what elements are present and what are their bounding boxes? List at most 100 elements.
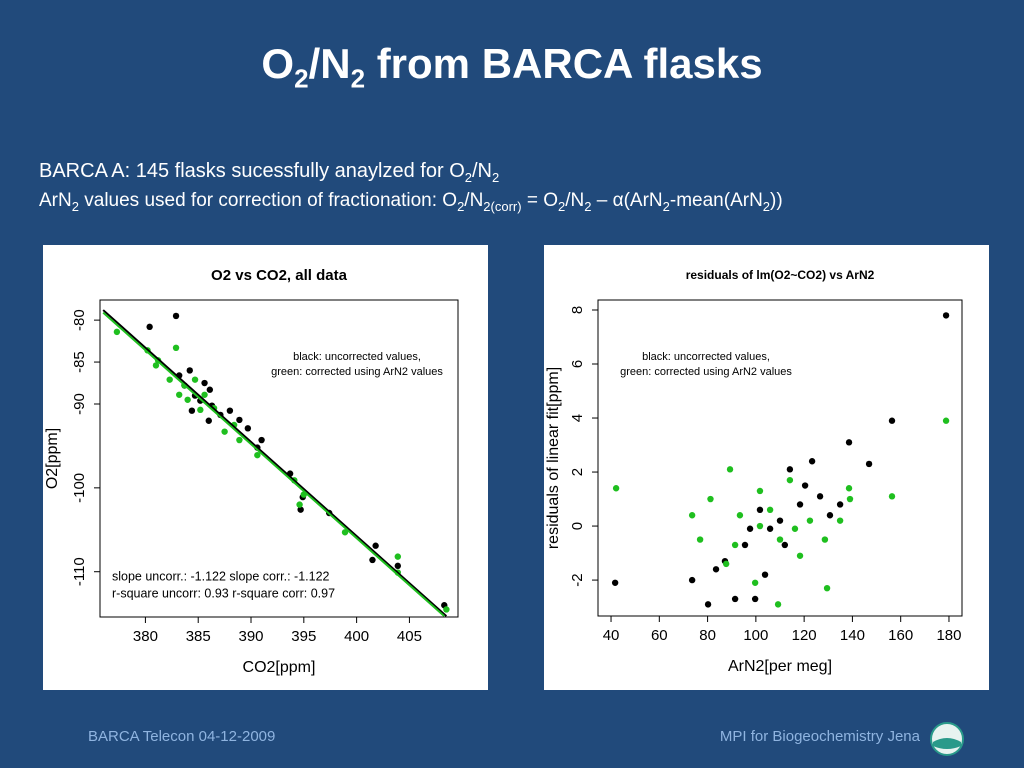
x-axis-label: CO2[ppm] <box>243 659 316 676</box>
x-tick-label: 160 <box>888 627 913 644</box>
point <box>836 501 844 508</box>
point <box>808 458 816 465</box>
point <box>776 536 784 543</box>
text-part: /N <box>472 160 492 182</box>
y-axis-label: residuals of linear fit[ppm] <box>545 367 562 549</box>
point <box>821 536 829 543</box>
text-part: = O <box>521 190 559 211</box>
point <box>888 417 896 424</box>
text-part: (ArN <box>623 190 663 211</box>
plot-box <box>597 299 963 617</box>
point <box>188 407 196 414</box>
point <box>865 460 873 468</box>
point <box>186 367 193 374</box>
y-tick-label: -85 <box>71 351 88 373</box>
point <box>806 517 814 524</box>
chart: residuals of lm(O2~CO2) vs ArN2 ArN2[per … <box>545 268 963 675</box>
point <box>731 595 739 603</box>
title-part: 2 <box>294 63 309 94</box>
annotation: black: uncorrected values, <box>642 351 770 363</box>
point <box>845 485 853 492</box>
point <box>756 487 764 495</box>
text-part: )) <box>770 190 783 211</box>
chart-title: O2 vs CO2, all data <box>211 267 348 284</box>
point <box>712 566 720 573</box>
title-part: from BARCA flasks <box>365 40 763 87</box>
point <box>786 476 794 484</box>
chart: O2 vs CO2, all data CO2[ppm] O2[ppm] 380 385… <box>44 267 459 676</box>
y-axis-label: O2[ppm] <box>44 428 61 489</box>
y-tick-label: -2 <box>569 573 586 586</box>
point <box>796 501 804 508</box>
point <box>244 425 252 432</box>
point <box>221 428 228 435</box>
text-part: 2 <box>492 170 500 185</box>
point <box>226 407 234 414</box>
fit-line <box>102 311 445 617</box>
text-part: -mean(ArN <box>669 190 763 211</box>
point <box>823 584 831 592</box>
point <box>688 576 696 584</box>
point <box>736 512 744 519</box>
point <box>394 553 402 560</box>
text-part: 2 <box>464 170 472 185</box>
y-tick-label: -80 <box>71 309 88 331</box>
point <box>297 506 304 513</box>
point <box>152 362 160 369</box>
y-tick-label: -110 <box>71 557 88 586</box>
x-tick-label: 405 <box>397 628 422 645</box>
point <box>443 606 450 613</box>
title-part: O <box>261 40 295 87</box>
point <box>722 560 730 568</box>
point <box>206 386 214 393</box>
point <box>191 376 199 383</box>
text-part: – <box>591 190 613 211</box>
point <box>707 495 714 503</box>
point <box>796 552 804 559</box>
x-tick-label: 385 <box>186 628 211 645</box>
footer-left: BARCA Telecon 04-12-2009 <box>88 728 276 745</box>
point <box>197 406 204 414</box>
x-tick-label: 120 <box>792 627 817 644</box>
point <box>726 466 734 473</box>
chart-panel: O2 vs CO2, all data CO2[ppm] O2[ppm] 380 385… <box>43 245 488 690</box>
point <box>612 485 620 492</box>
point <box>236 416 243 424</box>
point <box>296 501 303 508</box>
point <box>746 525 754 532</box>
text-part: α <box>612 190 624 211</box>
point <box>201 379 208 387</box>
point <box>341 529 349 536</box>
point <box>756 506 764 514</box>
point <box>774 601 782 608</box>
point <box>688 512 696 519</box>
point <box>731 541 739 549</box>
point <box>888 493 896 500</box>
title-part: 2 <box>350 63 366 94</box>
point <box>786 466 794 473</box>
text-part: 2 <box>457 198 465 214</box>
annotation: r-square uncorr: 0.93 r-square corr: 0.9… <box>112 586 335 600</box>
point <box>184 396 191 403</box>
point <box>766 525 774 532</box>
point <box>696 536 704 543</box>
point <box>254 451 261 459</box>
x-tick-label: 100 <box>743 627 768 644</box>
point <box>611 579 619 586</box>
point <box>166 376 173 383</box>
point <box>791 525 799 532</box>
annotation: green: corrected using ArN2 values <box>271 366 443 378</box>
point <box>394 562 402 570</box>
point <box>942 312 950 319</box>
point <box>776 517 784 524</box>
plot-box <box>99 299 459 618</box>
point <box>781 541 789 549</box>
y-tick-label: 8 <box>569 306 586 314</box>
text-part: ArN <box>39 190 72 211</box>
point <box>761 571 769 578</box>
slide-title: O2/N2 from BARCA flasks <box>0 40 1024 94</box>
point <box>756 522 764 530</box>
point <box>172 312 180 320</box>
point <box>826 512 834 519</box>
text-line: ArN2 values used for correction of fract… <box>39 190 783 214</box>
